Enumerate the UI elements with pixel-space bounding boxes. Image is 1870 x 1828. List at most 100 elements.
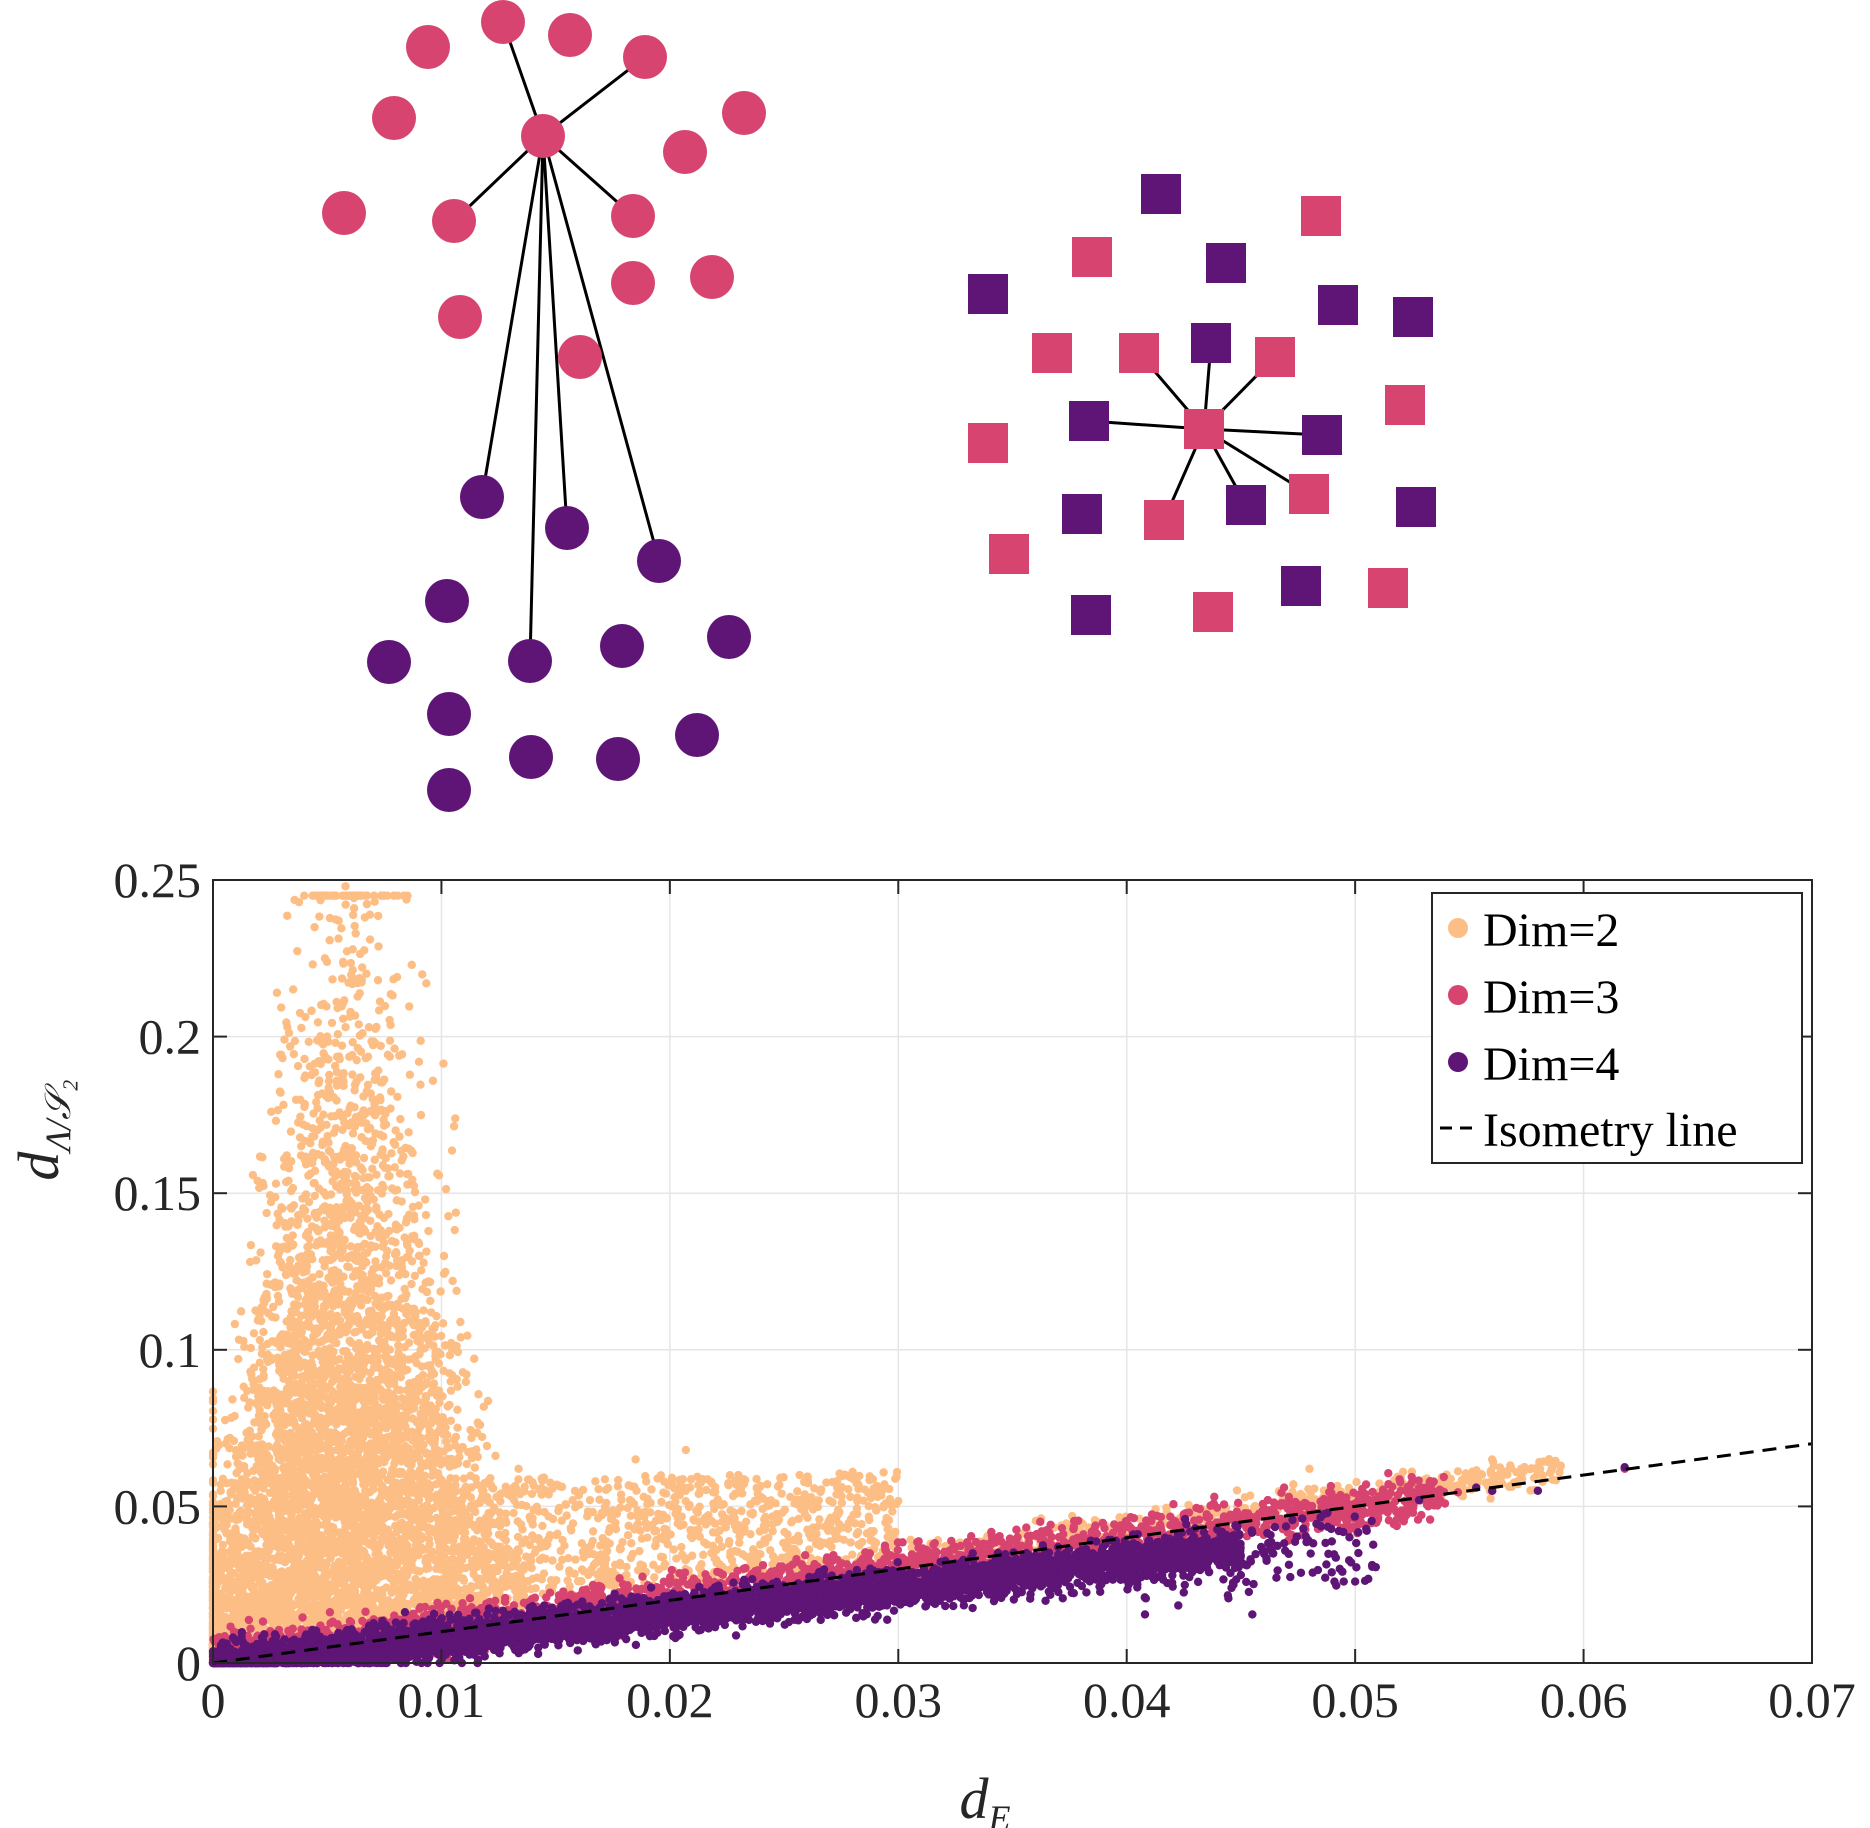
scatter-chart: 0 0.01 0.02 0.03 0.04 0.05 0.06 0.0700.050.10.1… xyxy=(6,852,1856,1828)
dim2-point xyxy=(339,1081,348,1091)
dim2-point xyxy=(304,1171,313,1180)
dim2-point xyxy=(327,1018,337,1028)
dim2-point xyxy=(453,1382,462,1391)
dim2-point xyxy=(275,1427,285,1436)
dim2-point xyxy=(342,1326,352,1336)
dim2-point xyxy=(459,1474,469,1483)
graph-node-dim3 xyxy=(968,423,1008,463)
dim2-point xyxy=(293,1061,303,1071)
dim2-point xyxy=(391,1238,400,1247)
dim2-point xyxy=(363,1052,373,1061)
dim2-point xyxy=(339,1448,348,1457)
dim2-point xyxy=(337,924,346,933)
dim2-point xyxy=(470,1463,480,1472)
dim2-point xyxy=(300,1420,310,1429)
dim2-point xyxy=(271,1179,281,1188)
dim2-point xyxy=(301,1530,310,1539)
dim2-point xyxy=(373,976,383,985)
dim2-point xyxy=(359,1111,368,1120)
dim2-point xyxy=(326,891,335,900)
dim2-point xyxy=(406,1459,415,1469)
dim2-point xyxy=(228,1602,238,1611)
dim2-point xyxy=(403,1406,412,1415)
dim2-point xyxy=(283,911,292,920)
dim2-point xyxy=(462,1370,471,1379)
dim2-point xyxy=(351,1384,360,1393)
dim2-point xyxy=(383,1563,392,1573)
dim2-point xyxy=(299,1120,308,1129)
graph-edge xyxy=(480,135,545,498)
dim2-point xyxy=(281,1270,291,1279)
graph-node-dim3 xyxy=(1072,237,1112,277)
dim2-point xyxy=(346,1101,355,1110)
dim2-point xyxy=(310,1379,319,1389)
dim2-point xyxy=(387,1540,396,1550)
dim2-point xyxy=(431,1321,440,1330)
dim2-point xyxy=(300,1136,310,1145)
dim2-point xyxy=(295,1363,304,1372)
dim2-point xyxy=(364,1023,374,1032)
dim2-point xyxy=(410,1271,420,1281)
dim2-point xyxy=(388,991,397,1000)
dim2-point xyxy=(310,1191,319,1201)
dim2-point xyxy=(428,1076,438,1085)
dim2-point xyxy=(425,1452,434,1461)
dim2-point xyxy=(319,1415,328,1425)
dim2-point xyxy=(274,1070,283,1079)
dim2-point xyxy=(451,1456,460,1466)
dim2-point xyxy=(248,1582,258,1592)
dim2-point xyxy=(332,1076,341,1085)
dim2-point xyxy=(298,1513,308,1522)
dim2-point xyxy=(250,1476,259,1485)
dim2-point xyxy=(323,1433,332,1443)
dim2-point xyxy=(357,1442,366,1452)
dim2-point xyxy=(276,1259,286,1268)
dim2-point xyxy=(393,1092,402,1101)
dim2-point xyxy=(329,1152,339,1162)
dim2-point xyxy=(296,1278,306,1287)
dim2-point xyxy=(360,1239,369,1248)
dim2-point xyxy=(420,1545,429,1554)
dim2-point xyxy=(373,911,383,921)
dim2-point xyxy=(360,1353,370,1363)
dim2-point xyxy=(256,1248,265,1257)
dim2-point xyxy=(363,1080,373,1090)
dim2-point xyxy=(212,1436,222,1446)
dim2-point xyxy=(313,1452,322,1462)
dim2-point xyxy=(270,1526,279,1535)
dim2-point xyxy=(341,1141,350,1151)
dim2-point xyxy=(236,1307,246,1316)
dim2-point xyxy=(422,1247,431,1256)
dim2-point xyxy=(338,998,348,1008)
dim2-point xyxy=(322,1255,332,1265)
dim2-point xyxy=(253,1316,263,1325)
dim2-point xyxy=(422,1287,432,1297)
dim2-point xyxy=(434,1171,444,1180)
circle-graph-nodes xyxy=(322,0,766,812)
dim2-point xyxy=(242,1513,252,1522)
dim2-point xyxy=(300,1206,310,1215)
dim2-point xyxy=(456,1317,465,1327)
dim2-point xyxy=(451,1441,460,1450)
dim2-point xyxy=(384,1493,393,1503)
dim2-point xyxy=(382,1246,392,1256)
dim2-point xyxy=(223,1583,233,1592)
dim2-point xyxy=(289,1049,299,1059)
dim2-point xyxy=(367,1306,376,1315)
dim2-point xyxy=(348,1424,357,1434)
dim2-point xyxy=(438,1319,448,1328)
dim2-point xyxy=(374,1274,384,1283)
graph-node-dim4 xyxy=(1062,494,1102,534)
square-graph-nodes xyxy=(968,174,1436,635)
dim2-point xyxy=(286,1454,296,1464)
dim2-point xyxy=(341,1023,350,1032)
dim2-point xyxy=(374,1573,384,1582)
dim2-point xyxy=(391,1224,400,1234)
dim2-point xyxy=(225,1572,234,1581)
dim2-point xyxy=(444,1211,453,1221)
dim2-point xyxy=(284,1377,294,1386)
dim2-point xyxy=(281,1334,290,1343)
dim2-point xyxy=(396,1114,405,1124)
dim2-point xyxy=(377,1521,387,1531)
